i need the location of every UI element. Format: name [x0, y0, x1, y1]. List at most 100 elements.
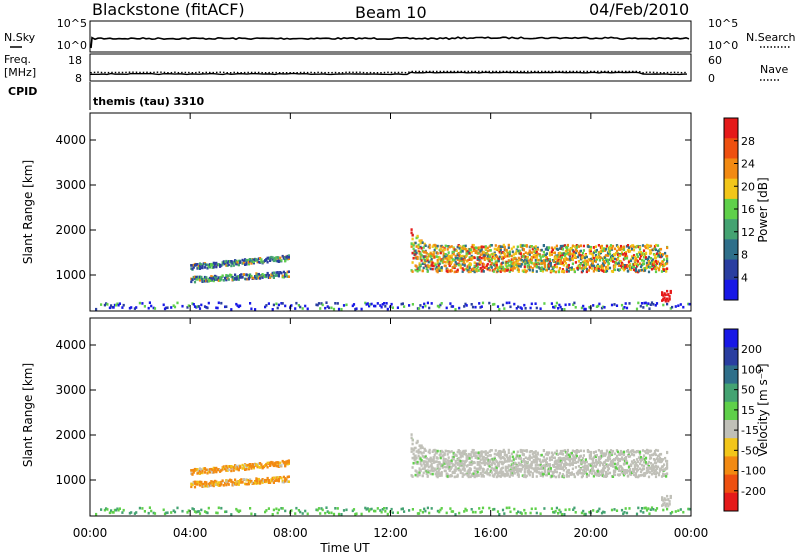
echo-cell — [604, 453, 608, 456]
echo-cell — [265, 258, 268, 261]
echo-cell — [458, 511, 461, 515]
echo-cell — [206, 468, 209, 472]
echo-cell — [108, 306, 111, 310]
echo-cell — [270, 274, 273, 278]
echo-cell — [587, 245, 590, 248]
echo-cell — [666, 459, 669, 463]
echo-cell — [567, 270, 570, 273]
echo-cell — [510, 452, 513, 456]
echo-cell — [251, 260, 254, 264]
echo-cell — [611, 465, 615, 468]
echo-cell — [640, 259, 644, 262]
echo-cell — [517, 268, 520, 271]
echo-cell — [424, 304, 427, 308]
echo-cell — [453, 270, 456, 274]
echo-cell — [385, 302, 388, 305]
colorbar-tick-label: -200 — [741, 485, 766, 498]
colorbar-tick-label: 50 — [741, 384, 755, 397]
echo-cell — [447, 459, 450, 463]
echo-cell — [572, 473, 575, 476]
echo-cell — [411, 261, 414, 264]
echo-cell — [465, 304, 468, 307]
echo-cell — [187, 304, 190, 307]
echo-cell — [235, 464, 238, 468]
echo-cell — [487, 462, 490, 466]
echo-cell — [648, 512, 651, 515]
echo-cell — [252, 481, 255, 485]
echo-cell — [210, 262, 213, 266]
echo-cell — [572, 303, 575, 306]
echo-cell — [674, 510, 677, 513]
echo-cell — [259, 257, 262, 260]
echo-cell — [605, 244, 609, 248]
echo-cell — [519, 511, 522, 514]
echo-cell — [226, 466, 229, 470]
echo-cell — [271, 478, 274, 482]
echo-cell — [203, 305, 207, 308]
echo-cell — [632, 254, 636, 257]
echo-cell — [428, 264, 431, 268]
echo-cell — [224, 261, 227, 264]
echo-cell — [595, 258, 598, 261]
echo-cell — [613, 452, 617, 456]
echo-cell — [257, 272, 260, 276]
echo-cell — [533, 469, 536, 473]
echo-cell — [568, 455, 571, 458]
echo-cell — [410, 447, 413, 451]
echo-cell — [457, 457, 460, 460]
echo-cell — [650, 472, 654, 476]
echo-cell — [514, 462, 517, 465]
echo-cell — [414, 268, 417, 272]
echo-cell — [203, 484, 207, 488]
echo-cell — [648, 249, 652, 252]
echo-cell — [615, 454, 619, 458]
echo-cell — [250, 465, 253, 468]
echo-cell — [384, 510, 387, 513]
echo-cell — [666, 257, 669, 261]
echo-cell — [528, 456, 531, 459]
echo-cell — [516, 464, 519, 468]
echo-cell — [447, 461, 450, 464]
echo-cell — [192, 276, 195, 279]
echo-cell — [609, 244, 613, 247]
echo-cell — [265, 304, 268, 307]
echo-cell — [332, 307, 336, 311]
echo-cell — [654, 475, 658, 479]
echo-cell — [470, 456, 473, 459]
echo-cell — [281, 507, 284, 510]
echo-cell — [488, 473, 491, 477]
echo-cell — [487, 257, 490, 261]
echo-cell — [295, 506, 298, 510]
echo-cell — [117, 508, 120, 512]
echo-cell — [498, 308, 501, 311]
echo-cell — [642, 454, 646, 457]
echo-cell — [141, 302, 144, 305]
echo-cell — [244, 277, 247, 281]
echo-cell — [411, 233, 414, 237]
echo-cell — [595, 305, 598, 308]
echo-cell — [257, 260, 260, 264]
echo-cell — [297, 509, 300, 512]
echo-cell — [639, 304, 642, 308]
echo-cell — [535, 250, 538, 254]
echo-cell — [539, 474, 542, 477]
echo-cell — [574, 466, 577, 469]
echo-cell — [272, 271, 275, 275]
radar-title: Blackstone (fitACF) — [92, 0, 245, 19]
power-data — [95, 228, 691, 311]
echo-cell — [628, 262, 632, 266]
echo-cell — [655, 252, 659, 256]
echo-cell — [543, 260, 546, 264]
echo-cell — [256, 274, 259, 278]
echo-cell — [410, 436, 413, 440]
echo-cell — [207, 470, 210, 474]
echo-cell — [646, 244, 650, 247]
echo-cell — [287, 461, 290, 464]
echo-cell — [230, 466, 233, 470]
echo-cell — [237, 464, 240, 468]
echo-cell — [115, 303, 118, 307]
echo-cell — [596, 256, 599, 259]
echo-cell — [210, 467, 213, 471]
echo-cell — [487, 472, 490, 475]
echo-cell — [552, 269, 555, 273]
